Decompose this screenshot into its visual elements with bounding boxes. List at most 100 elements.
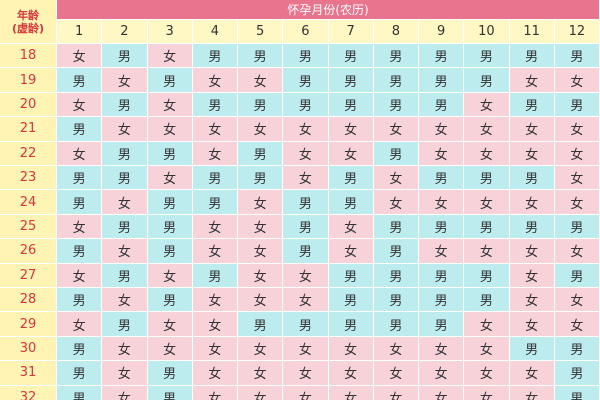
age-label: 20 [0,92,57,118]
gender-cell: 男 [509,214,555,240]
gender-cell: 男 [57,385,103,400]
gender-cell: 男 [283,190,329,215]
age-label: 21 [0,117,57,142]
gender-cell: 女 [509,385,555,400]
gender-cell: 男 [147,288,193,313]
month-label: 2 [102,20,148,44]
gender-cell: 男 [57,117,103,142]
gender-cell: 女 [57,44,103,69]
age-label: 26 [0,239,57,264]
gender-cell: 男 [554,44,600,69]
gender-cell: 男 [283,214,329,240]
gender-cell: 男 [419,214,465,240]
gender-cell: 男 [328,263,374,288]
gender-cell: 女 [419,336,465,362]
gender-cell: 女 [238,288,284,313]
gender-cell: 女 [192,214,238,240]
gender-cell: 男 [419,288,465,313]
gender-cell: 男 [147,385,193,400]
month-label: 6 [283,20,329,44]
gender-cell: 男 [419,68,465,93]
gender-cell: 男 [102,214,148,240]
gender-cell: 男 [373,214,419,240]
gender-cell: 女 [328,141,374,166]
gender-cell: 女 [554,68,600,93]
gender-cell: 男 [328,68,374,93]
month-header: 怀孕月份(农历) [57,0,600,20]
gender-cell: 女 [57,263,103,288]
gender-cell: 女 [419,190,465,215]
gender-cell: 女 [419,239,465,264]
gender-cell: 男 [102,312,148,337]
gender-cell: 女 [328,336,374,362]
gender-cell: 女 [373,336,419,362]
month-label: 9 [419,20,465,44]
gender-cell: 女 [147,92,193,118]
gender-cell: 男 [373,141,419,166]
gender-cell: 女 [419,385,465,400]
gender-cell: 男 [57,68,103,93]
gender-cell: 男 [328,288,374,313]
gender-cell: 女 [419,117,465,142]
gender-cell: 男 [464,166,510,191]
gender-cell: 女 [373,190,419,215]
gender-cell: 女 [464,141,510,166]
gender-cell: 男 [373,92,419,118]
gender-cell: 男 [147,214,193,240]
gender-cell: 女 [147,336,193,362]
gender-cell: 女 [238,361,284,386]
gender-cell: 女 [283,361,329,386]
gender-cell: 男 [57,361,103,386]
gender-cell: 男 [147,141,193,166]
gender-cell: 女 [192,336,238,362]
gender-cell: 女 [147,117,193,142]
gender-cell: 女 [238,385,284,400]
gender-cell: 女 [554,190,600,215]
gender-cell: 男 [238,166,284,191]
gender-cell: 男 [464,288,510,313]
gender-cell: 女 [102,190,148,215]
gender-cell: 女 [373,117,419,142]
gender-cell: 男 [554,214,600,240]
gender-cell: 女 [373,361,419,386]
month-label: 10 [464,20,510,44]
gender-cell: 男 [554,92,600,118]
month-label: 4 [192,20,238,44]
gender-cell: 女 [238,68,284,93]
gender-cell: 女 [192,239,238,264]
age-label: 27 [0,263,57,288]
month-label: 11 [509,20,555,44]
gender-cell: 女 [283,166,329,191]
gender-cell: 女 [373,166,419,191]
gender-cell: 女 [57,312,103,337]
gender-cell: 女 [283,385,329,400]
gender-cell: 男 [57,288,103,313]
gender-cell: 女 [147,44,193,69]
gender-cell: 女 [238,214,284,240]
gender-cell: 女 [57,214,103,240]
gender-cell: 女 [102,385,148,400]
gender-cell: 男 [192,190,238,215]
gender-cell: 男 [238,312,284,337]
gender-cell: 男 [147,190,193,215]
gender-cell: 男 [57,336,103,362]
gender-cell: 男 [509,336,555,362]
gender-cell: 男 [554,336,600,362]
gender-cell: 男 [419,44,465,69]
month-label: 12 [554,20,600,44]
gender-cell: 男 [192,92,238,118]
gender-cell: 男 [192,44,238,69]
gender-cell: 女 [509,312,555,337]
gender-cell: 女 [328,385,374,400]
gender-cell: 男 [283,239,329,264]
gender-cell: 女 [554,288,600,313]
age-label: 31 [0,361,57,386]
age-label: 22 [0,141,57,166]
gender-cell: 男 [373,68,419,93]
gender-cell: 女 [238,263,284,288]
gender-cell: 女 [147,166,193,191]
month-label: 7 [328,20,374,44]
gender-cell: 男 [554,385,600,400]
gender-cell: 女 [102,336,148,362]
